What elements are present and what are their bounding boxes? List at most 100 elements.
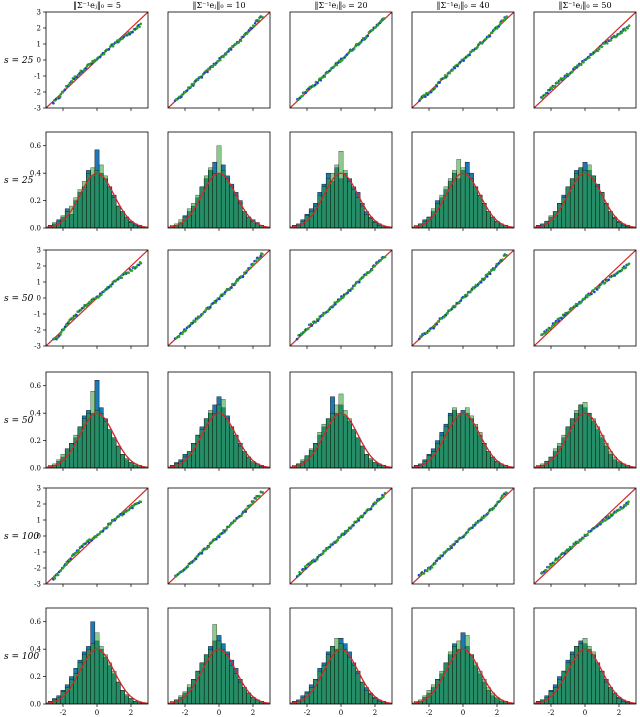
qq-point bbox=[502, 19, 505, 22]
qq-point bbox=[307, 327, 310, 330]
panel-r2-c1: 0.0 0.2 0.4 0.6 bbox=[30, 131, 149, 233]
y-tick-label: -3 bbox=[34, 581, 41, 589]
hist-bar-green bbox=[603, 681, 609, 704]
qq-point bbox=[257, 19, 261, 22]
qq-point bbox=[101, 529, 105, 532]
qq-point bbox=[299, 571, 303, 575]
hist-bar-green bbox=[111, 670, 117, 704]
hist-bar-green bbox=[347, 418, 352, 468]
qq-point bbox=[254, 259, 258, 263]
qq-point bbox=[424, 95, 427, 99]
hist-bar-green bbox=[355, 197, 361, 228]
normal-density-curve bbox=[534, 648, 636, 704]
row-label-3: s = 50 bbox=[4, 294, 34, 304]
qq-point bbox=[618, 508, 621, 512]
qq-point bbox=[211, 65, 215, 69]
qq-point bbox=[369, 507, 373, 511]
qq-point bbox=[53, 577, 57, 580]
qq-point bbox=[250, 26, 253, 30]
qq-point bbox=[420, 335, 423, 338]
qq-point bbox=[135, 26, 139, 30]
qq-point bbox=[607, 278, 611, 282]
qq-point bbox=[131, 506, 134, 510]
y-tick-label: 1 bbox=[37, 517, 41, 525]
qq-point bbox=[469, 50, 473, 54]
qq-point bbox=[84, 66, 87, 70]
hist-bar-green bbox=[376, 225, 382, 228]
x-tick-label: 2 bbox=[373, 709, 377, 717]
qq-point bbox=[433, 86, 437, 90]
qq-point bbox=[547, 565, 551, 569]
qq-point bbox=[98, 55, 102, 59]
qq-point bbox=[560, 317, 563, 320]
normal-density-curve bbox=[168, 412, 270, 468]
qq-point bbox=[332, 304, 335, 307]
x-tick-label: 0 bbox=[339, 709, 343, 717]
x-tick-label: 0 bbox=[583, 709, 587, 717]
y-tick-label: -3 bbox=[34, 343, 41, 351]
qq-point bbox=[493, 267, 497, 270]
qq-point bbox=[319, 78, 323, 82]
panel-r4-c4 bbox=[411, 371, 515, 471]
qq-point bbox=[56, 573, 60, 577]
qq-point bbox=[582, 536, 585, 540]
hist-bar-green bbox=[355, 673, 361, 704]
y-tick-label: 3 bbox=[37, 247, 41, 255]
qq-point bbox=[627, 262, 631, 266]
qq-point bbox=[184, 328, 188, 332]
normal-density-curve bbox=[46, 412, 148, 468]
qq-point bbox=[234, 281, 237, 285]
hist-bar-green bbox=[225, 418, 230, 468]
hist-bar-green bbox=[120, 454, 125, 468]
qq-point bbox=[336, 538, 340, 542]
qq-point bbox=[137, 263, 141, 267]
row-label-4: s = 50 bbox=[4, 416, 34, 426]
qq-point bbox=[497, 261, 501, 265]
hist-bar-green bbox=[372, 462, 378, 468]
hist-bar-green bbox=[94, 410, 100, 468]
hist-bar-green bbox=[115, 205, 121, 228]
qq-point bbox=[579, 63, 583, 67]
panel-r1-c5 bbox=[533, 11, 637, 111]
x-tick-label: -2 bbox=[304, 709, 311, 717]
qq-point bbox=[195, 317, 199, 321]
y-tick-label: 0.4 bbox=[30, 646, 42, 654]
qq-point bbox=[207, 545, 211, 549]
qq-point bbox=[311, 560, 315, 564]
qq-point bbox=[107, 47, 111, 51]
qq-point bbox=[600, 45, 604, 48]
panel-r4-c3 bbox=[289, 371, 393, 471]
qq-point bbox=[567, 548, 570, 551]
y-tick-label: 0.0 bbox=[30, 225, 41, 233]
qq-point bbox=[61, 566, 65, 570]
qq-point bbox=[353, 283, 357, 286]
hist-bar-green bbox=[111, 437, 117, 468]
hist-bar-green bbox=[338, 393, 344, 468]
x-tick-label: -2 bbox=[548, 709, 555, 717]
x-tick-label: -2 bbox=[182, 709, 189, 717]
hist-bar-green bbox=[103, 175, 108, 228]
hist-bar-green bbox=[132, 701, 138, 704]
qq-point bbox=[245, 269, 249, 273]
qq-point bbox=[340, 58, 344, 62]
normal-density-curve bbox=[46, 648, 148, 704]
x-tick-label: 0 bbox=[95, 709, 99, 717]
row-label-2: s = 25 bbox=[4, 176, 34, 186]
hist-bar-green bbox=[103, 421, 108, 468]
hist-bar-green bbox=[469, 178, 474, 228]
qq-point bbox=[120, 276, 124, 279]
y-tick-label: 3 bbox=[37, 485, 41, 493]
hist-bar-green bbox=[591, 175, 596, 228]
qq-point bbox=[59, 330, 63, 334]
hist-bar-green bbox=[481, 203, 487, 228]
qq-point bbox=[71, 317, 75, 320]
qq-point bbox=[371, 28, 375, 32]
panel-r5-c4 bbox=[411, 487, 515, 587]
qq-point bbox=[374, 25, 378, 29]
hist-bar-green bbox=[620, 225, 626, 228]
qq-point bbox=[620, 31, 623, 35]
qq-point bbox=[627, 24, 631, 27]
panel-r6-c1: 0.0 0.2 0.4 0.6 -2 0 2 bbox=[30, 607, 149, 717]
qq-point bbox=[342, 295, 345, 299]
qq-point bbox=[78, 72, 82, 75]
